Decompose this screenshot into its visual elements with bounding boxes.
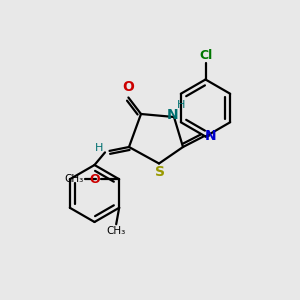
Text: S: S [155,165,165,179]
Text: H: H [176,100,185,110]
Text: Cl: Cl [199,49,212,62]
Text: O: O [89,173,100,186]
Text: H: H [95,143,103,153]
Text: N: N [167,108,178,122]
Text: CH₃: CH₃ [64,174,83,184]
Text: N: N [205,130,216,143]
Text: O: O [122,80,134,94]
Text: CH₃: CH₃ [106,226,125,236]
